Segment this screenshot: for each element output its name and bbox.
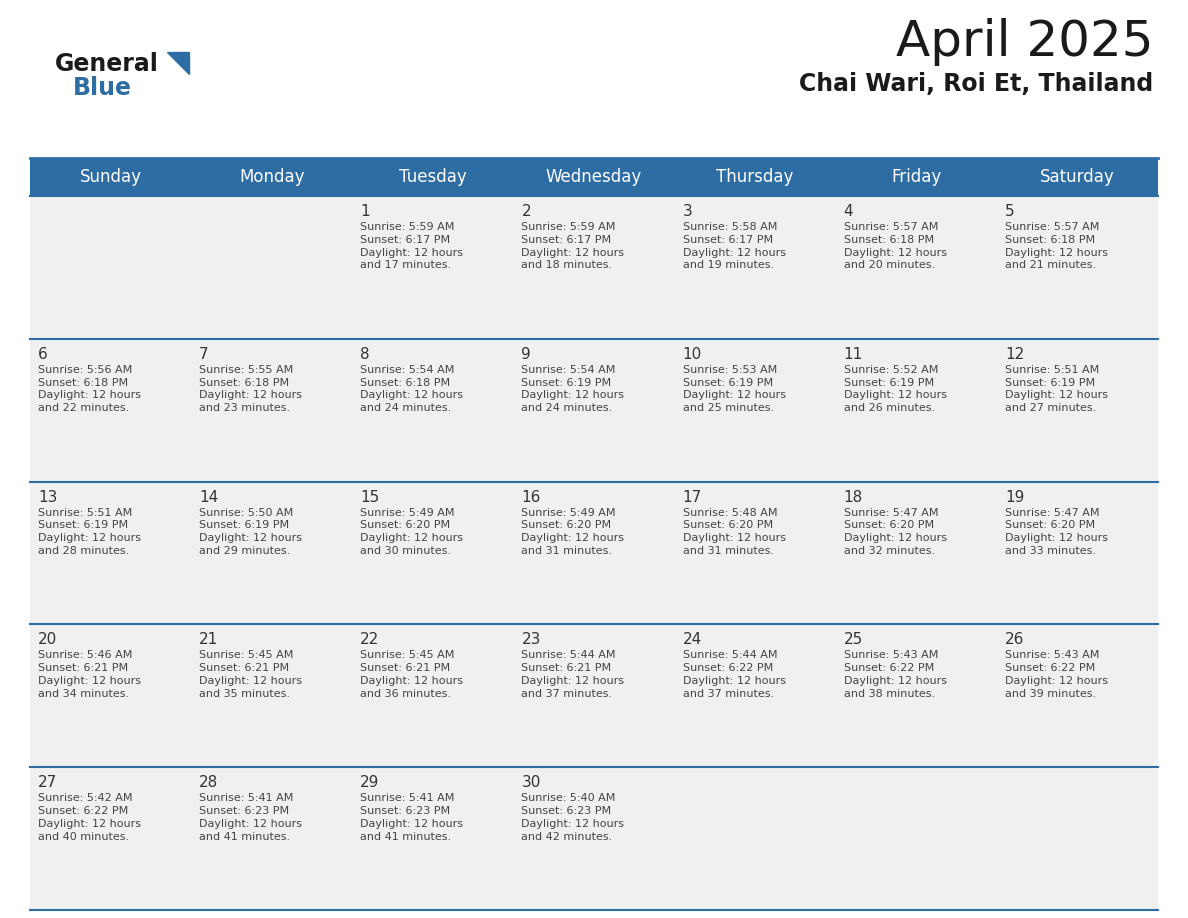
Text: 6: 6 [38,347,48,362]
Text: Sunrise: 5:56 AM
Sunset: 6:18 PM
Daylight: 12 hours
and 22 minutes.: Sunrise: 5:56 AM Sunset: 6:18 PM Dayligh… [38,364,141,413]
Text: 15: 15 [360,489,379,505]
Text: Chai Wari, Roi Et, Thailand: Chai Wari, Roi Et, Thailand [798,72,1154,96]
Text: Sunrise: 5:49 AM
Sunset: 6:20 PM
Daylight: 12 hours
and 31 minutes.: Sunrise: 5:49 AM Sunset: 6:20 PM Dayligh… [522,508,625,556]
Text: Sunrise: 5:54 AM
Sunset: 6:19 PM
Daylight: 12 hours
and 24 minutes.: Sunrise: 5:54 AM Sunset: 6:19 PM Dayligh… [522,364,625,413]
Text: 19: 19 [1005,489,1024,505]
Text: 18: 18 [843,489,862,505]
Bar [30,196,1158,339]
Text: Blue: Blue [72,76,132,100]
Text: 10: 10 [683,347,702,362]
Text: 7: 7 [200,347,209,362]
Text: 25: 25 [843,633,862,647]
Text: 20: 20 [38,633,57,647]
Text: 23: 23 [522,633,541,647]
Text: Sunrise: 5:45 AM
Sunset: 6:21 PM
Daylight: 12 hours
and 35 minutes.: Sunrise: 5:45 AM Sunset: 6:21 PM Dayligh… [200,650,302,699]
Text: 30: 30 [522,775,541,790]
Text: 22: 22 [360,633,379,647]
Text: 16: 16 [522,489,541,505]
Text: 14: 14 [200,489,219,505]
Text: 4: 4 [843,204,853,219]
Bar [30,624,1158,767]
Text: Sunrise: 5:52 AM
Sunset: 6:19 PM
Daylight: 12 hours
and 26 minutes.: Sunrise: 5:52 AM Sunset: 6:19 PM Dayligh… [843,364,947,413]
Text: 27: 27 [38,775,57,790]
Text: Sunrise: 5:59 AM
Sunset: 6:17 PM
Daylight: 12 hours
and 17 minutes.: Sunrise: 5:59 AM Sunset: 6:17 PM Dayligh… [360,222,463,271]
Text: 26: 26 [1005,633,1024,647]
Text: Sunrise: 5:41 AM
Sunset: 6:23 PM
Daylight: 12 hours
and 41 minutes.: Sunrise: 5:41 AM Sunset: 6:23 PM Dayligh… [200,793,302,842]
Text: 17: 17 [683,489,702,505]
Text: Sunrise: 5:57 AM
Sunset: 6:18 PM
Daylight: 12 hours
and 20 minutes.: Sunrise: 5:57 AM Sunset: 6:18 PM Dayligh… [843,222,947,271]
Text: Saturday: Saturday [1040,168,1114,186]
Text: April 2025: April 2025 [896,18,1154,66]
Text: Sunrise: 5:47 AM
Sunset: 6:20 PM
Daylight: 12 hours
and 32 minutes.: Sunrise: 5:47 AM Sunset: 6:20 PM Dayligh… [843,508,947,556]
Text: 28: 28 [200,775,219,790]
Text: Sunrise: 5:54 AM
Sunset: 6:18 PM
Daylight: 12 hours
and 24 minutes.: Sunrise: 5:54 AM Sunset: 6:18 PM Dayligh… [360,364,463,413]
Text: 5: 5 [1005,204,1015,219]
Text: Sunrise: 5:46 AM
Sunset: 6:21 PM
Daylight: 12 hours
and 34 minutes.: Sunrise: 5:46 AM Sunset: 6:21 PM Dayligh… [38,650,141,699]
Text: 13: 13 [38,489,57,505]
Bar [30,482,1158,624]
Text: Sunrise: 5:44 AM
Sunset: 6:22 PM
Daylight: 12 hours
and 37 minutes.: Sunrise: 5:44 AM Sunset: 6:22 PM Dayligh… [683,650,785,699]
Text: General: General [55,52,159,76]
Text: Sunrise: 5:50 AM
Sunset: 6:19 PM
Daylight: 12 hours
and 29 minutes.: Sunrise: 5:50 AM Sunset: 6:19 PM Dayligh… [200,508,302,556]
Text: Sunrise: 5:59 AM
Sunset: 6:17 PM
Daylight: 12 hours
and 18 minutes.: Sunrise: 5:59 AM Sunset: 6:17 PM Dayligh… [522,222,625,271]
Text: Sunrise: 5:41 AM
Sunset: 6:23 PM
Daylight: 12 hours
and 41 minutes.: Sunrise: 5:41 AM Sunset: 6:23 PM Dayligh… [360,793,463,842]
Bar [30,339,1158,482]
Text: Sunrise: 5:58 AM
Sunset: 6:17 PM
Daylight: 12 hours
and 19 minutes.: Sunrise: 5:58 AM Sunset: 6:17 PM Dayligh… [683,222,785,271]
Text: Sunrise: 5:53 AM
Sunset: 6:19 PM
Daylight: 12 hours
and 25 minutes.: Sunrise: 5:53 AM Sunset: 6:19 PM Dayligh… [683,364,785,413]
Text: Friday: Friday [891,168,941,186]
Bar [30,767,1158,910]
Text: 8: 8 [360,347,369,362]
Text: Thursday: Thursday [716,168,794,186]
Text: Sunrise: 5:51 AM
Sunset: 6:19 PM
Daylight: 12 hours
and 28 minutes.: Sunrise: 5:51 AM Sunset: 6:19 PM Dayligh… [38,508,141,556]
Text: Sunrise: 5:48 AM
Sunset: 6:20 PM
Daylight: 12 hours
and 31 minutes.: Sunrise: 5:48 AM Sunset: 6:20 PM Dayligh… [683,508,785,556]
Text: Sunrise: 5:43 AM
Sunset: 6:22 PM
Daylight: 12 hours
and 39 minutes.: Sunrise: 5:43 AM Sunset: 6:22 PM Dayligh… [1005,650,1108,699]
Text: 2: 2 [522,204,531,219]
Polygon shape [168,52,189,74]
Text: Sunrise: 5:51 AM
Sunset: 6:19 PM
Daylight: 12 hours
and 27 minutes.: Sunrise: 5:51 AM Sunset: 6:19 PM Dayligh… [1005,364,1108,413]
Text: 1: 1 [360,204,369,219]
Text: 29: 29 [360,775,380,790]
Text: 24: 24 [683,633,702,647]
Bar [30,158,1158,196]
Text: 12: 12 [1005,347,1024,362]
Text: Sunrise: 5:49 AM
Sunset: 6:20 PM
Daylight: 12 hours
and 30 minutes.: Sunrise: 5:49 AM Sunset: 6:20 PM Dayligh… [360,508,463,556]
Text: Wednesday: Wednesday [545,168,643,186]
Text: Sunrise: 5:44 AM
Sunset: 6:21 PM
Daylight: 12 hours
and 37 minutes.: Sunrise: 5:44 AM Sunset: 6:21 PM Dayligh… [522,650,625,699]
Text: Sunrise: 5:45 AM
Sunset: 6:21 PM
Daylight: 12 hours
and 36 minutes.: Sunrise: 5:45 AM Sunset: 6:21 PM Dayligh… [360,650,463,699]
Text: 21: 21 [200,633,219,647]
Text: Sunrise: 5:40 AM
Sunset: 6:23 PM
Daylight: 12 hours
and 42 minutes.: Sunrise: 5:40 AM Sunset: 6:23 PM Dayligh… [522,793,625,842]
Text: Sunrise: 5:55 AM
Sunset: 6:18 PM
Daylight: 12 hours
and 23 minutes.: Sunrise: 5:55 AM Sunset: 6:18 PM Dayligh… [200,364,302,413]
Text: Sunrise: 5:47 AM
Sunset: 6:20 PM
Daylight: 12 hours
and 33 minutes.: Sunrise: 5:47 AM Sunset: 6:20 PM Dayligh… [1005,508,1108,556]
Text: 11: 11 [843,347,862,362]
Text: Sunday: Sunday [80,168,141,186]
Text: Tuesday: Tuesday [399,168,467,186]
Text: Sunrise: 5:43 AM
Sunset: 6:22 PM
Daylight: 12 hours
and 38 minutes.: Sunrise: 5:43 AM Sunset: 6:22 PM Dayligh… [843,650,947,699]
Text: Monday: Monday [239,168,304,186]
Text: Sunrise: 5:57 AM
Sunset: 6:18 PM
Daylight: 12 hours
and 21 minutes.: Sunrise: 5:57 AM Sunset: 6:18 PM Dayligh… [1005,222,1108,271]
Text: 3: 3 [683,204,693,219]
Text: 9: 9 [522,347,531,362]
Text: Sunrise: 5:42 AM
Sunset: 6:22 PM
Daylight: 12 hours
and 40 minutes.: Sunrise: 5:42 AM Sunset: 6:22 PM Dayligh… [38,793,141,842]
